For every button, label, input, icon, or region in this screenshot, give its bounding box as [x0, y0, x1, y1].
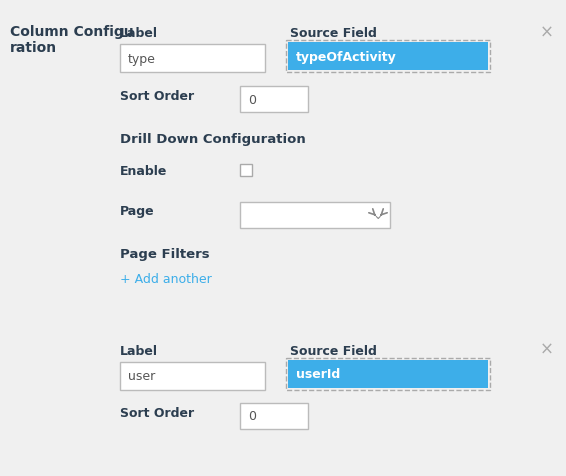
Text: Label: Label — [120, 27, 158, 40]
Bar — [288, 360, 488, 388]
Text: 0: 0 — [248, 93, 256, 106]
Text: + Add another: + Add another — [120, 272, 212, 286]
Bar — [286, 358, 490, 390]
Text: Source Field: Source Field — [290, 27, 377, 40]
Text: Source Field: Source Field — [290, 344, 377, 357]
Bar — [240, 203, 390, 228]
Bar — [120, 45, 265, 73]
Text: ⌄: ⌄ — [373, 209, 383, 222]
Text: typeOfActivity: typeOfActivity — [296, 50, 397, 63]
Bar — [240, 403, 308, 429]
Text: ×: × — [540, 24, 554, 42]
Text: Sort Order: Sort Order — [120, 90, 194, 103]
Text: Label: Label — [120, 344, 158, 357]
Text: Enable: Enable — [120, 165, 168, 178]
Text: Page: Page — [120, 205, 155, 218]
Text: user: user — [128, 370, 155, 383]
Text: ×: × — [540, 340, 554, 358]
Text: userId: userId — [296, 368, 340, 381]
Bar — [240, 87, 308, 113]
Bar — [288, 43, 488, 71]
Text: Column Configu
ration: Column Configu ration — [10, 25, 134, 55]
Text: Drill Down Configuration: Drill Down Configuration — [120, 133, 306, 146]
Bar — [286, 41, 490, 73]
Text: Sort Order: Sort Order — [120, 406, 194, 419]
Text: 0: 0 — [248, 410, 256, 423]
Text: type: type — [128, 52, 156, 65]
Bar — [240, 165, 252, 177]
Text: Page Filters: Page Filters — [120, 248, 209, 260]
Bar — [120, 362, 265, 390]
